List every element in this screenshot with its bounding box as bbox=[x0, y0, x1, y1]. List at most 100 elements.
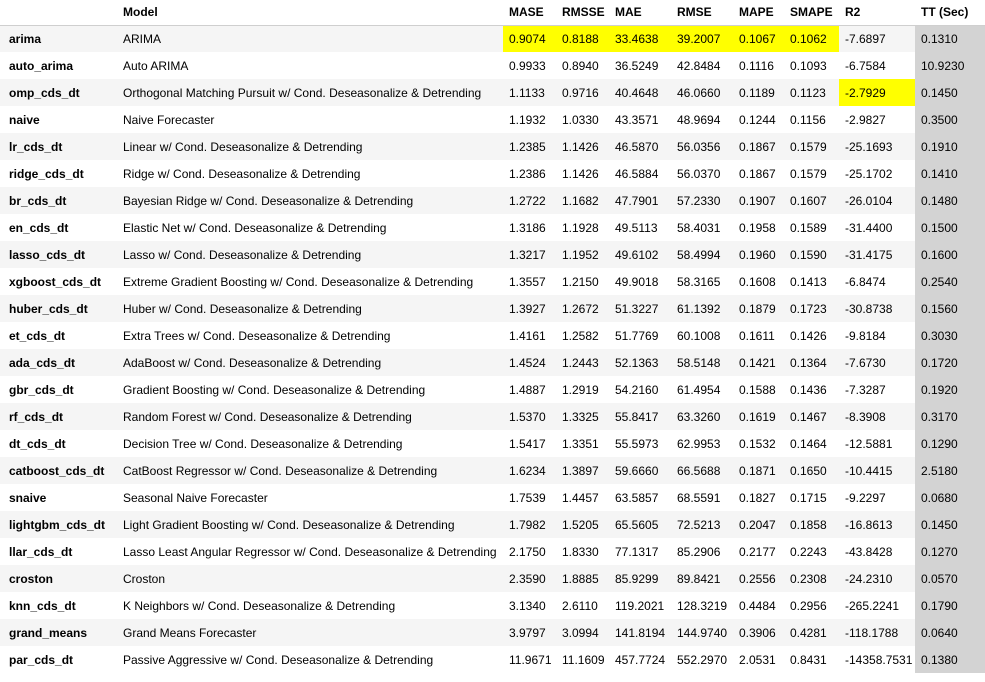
mape-cell: 0.1867 bbox=[733, 133, 784, 160]
mase-cell: 1.5417 bbox=[503, 430, 556, 457]
tt-cell: 0.1920 bbox=[915, 376, 985, 403]
mae-cell: 55.5973 bbox=[609, 430, 671, 457]
rmsse-cell: 0.8188 bbox=[556, 25, 609, 52]
rmsse-cell: 1.8885 bbox=[556, 565, 609, 592]
mae-cell: 54.2160 bbox=[609, 376, 671, 403]
smape-cell: 0.8431 bbox=[784, 646, 839, 673]
smape-cell: 0.2243 bbox=[784, 538, 839, 565]
rmsse-cell: 1.0330 bbox=[556, 106, 609, 133]
mase-cell: 1.4524 bbox=[503, 349, 556, 376]
tt-cell: 0.1450 bbox=[915, 511, 985, 538]
model-name-cell: Decision Tree w/ Cond. Deseasonalize & D… bbox=[117, 430, 503, 457]
table-row: en_cds_dt Elastic Net w/ Cond. Deseasonal… bbox=[0, 214, 985, 241]
r2-cell: -265.2241 bbox=[839, 592, 915, 619]
model-name-cell: Extreme Gradient Boosting w/ Cond. Desea… bbox=[117, 268, 503, 295]
rmse-cell: 58.5148 bbox=[671, 349, 733, 376]
rmsse-cell: 1.1682 bbox=[556, 187, 609, 214]
row-index-cell: ridge_cds_dt bbox=[0, 160, 117, 187]
smape-cell: 0.1650 bbox=[784, 457, 839, 484]
smape-cell: 0.1413 bbox=[784, 268, 839, 295]
mape-cell: 0.2556 bbox=[733, 565, 784, 592]
tt-cell: 0.1450 bbox=[915, 79, 985, 106]
tt-cell: 0.0570 bbox=[915, 565, 985, 592]
mape-cell: 0.1867 bbox=[733, 160, 784, 187]
r2-cell: -25.1702 bbox=[839, 160, 915, 187]
tt-cell: 0.1910 bbox=[915, 133, 985, 160]
rmsse-cell: 1.2582 bbox=[556, 322, 609, 349]
r2-cell: -12.5881 bbox=[839, 430, 915, 457]
mase-cell: 1.2722 bbox=[503, 187, 556, 214]
row-index-cell: snaive bbox=[0, 484, 117, 511]
row-index-cell: ada_cds_dt bbox=[0, 349, 117, 376]
mase-cell: 1.1133 bbox=[503, 79, 556, 106]
row-index-cell: et_cds_dt bbox=[0, 322, 117, 349]
mape-cell: 0.1879 bbox=[733, 295, 784, 322]
rmsse-cell: 1.4457 bbox=[556, 484, 609, 511]
column-header-r2: R2 bbox=[839, 0, 915, 26]
mae-cell: 59.6660 bbox=[609, 457, 671, 484]
row-index-cell: grand_means bbox=[0, 619, 117, 646]
column-header-rmsse: RMSSE bbox=[556, 0, 609, 26]
mape-cell: 0.1116 bbox=[733, 52, 784, 79]
mae-cell: 51.3227 bbox=[609, 295, 671, 322]
table-row: xgboost_cds_dt Extreme Gradient Boosting … bbox=[0, 268, 985, 295]
mape-cell: 0.1619 bbox=[733, 403, 784, 430]
smape-cell: 0.1589 bbox=[784, 214, 839, 241]
mae-cell: 51.7769 bbox=[609, 322, 671, 349]
row-index-cell: huber_cds_dt bbox=[0, 295, 117, 322]
mape-cell: 0.1189 bbox=[733, 79, 784, 106]
mase-cell: 1.3927 bbox=[503, 295, 556, 322]
mae-cell: 119.2021 bbox=[609, 592, 671, 619]
mape-cell: 0.1871 bbox=[733, 457, 784, 484]
mase-cell: 1.3557 bbox=[503, 268, 556, 295]
row-index-cell: lasso_cds_dt bbox=[0, 241, 117, 268]
table-row: naive Naive Forecaster 1.1932 1.0330 43.3571… bbox=[0, 106, 985, 133]
model-name-cell: Ridge w/ Cond. Deseasonalize & Detrendin… bbox=[117, 160, 503, 187]
row-index-cell: en_cds_dt bbox=[0, 214, 117, 241]
rmsse-cell: 1.1426 bbox=[556, 160, 609, 187]
mae-cell: 49.5113 bbox=[609, 214, 671, 241]
model-name-cell: Passive Aggressive w/ Cond. Deseasonaliz… bbox=[117, 646, 503, 673]
r2-cell: -7.3287 bbox=[839, 376, 915, 403]
rmse-cell: 39.2007 bbox=[671, 25, 733, 52]
smape-cell: 0.1156 bbox=[784, 106, 839, 133]
mae-cell: 63.5857 bbox=[609, 484, 671, 511]
column-header-mape: MAPE bbox=[733, 0, 784, 26]
r2-cell: -2.7929 bbox=[839, 79, 915, 106]
model-name-cell: Lasso Least Angular Regressor w/ Cond. D… bbox=[117, 538, 503, 565]
rmsse-cell: 1.2672 bbox=[556, 295, 609, 322]
row-index-cell: br_cds_dt bbox=[0, 187, 117, 214]
mase-cell: 3.1340 bbox=[503, 592, 556, 619]
mase-cell: 2.3590 bbox=[503, 565, 556, 592]
mae-cell: 85.9299 bbox=[609, 565, 671, 592]
smape-cell: 0.1579 bbox=[784, 160, 839, 187]
row-index-cell: arima bbox=[0, 25, 117, 52]
r2-cell: -9.2297 bbox=[839, 484, 915, 511]
tt-cell: 0.1380 bbox=[915, 646, 985, 673]
mae-cell: 47.7901 bbox=[609, 187, 671, 214]
rmse-cell: 61.4954 bbox=[671, 376, 733, 403]
model-name-cell: Bayesian Ridge w/ Cond. Deseasonalize & … bbox=[117, 187, 503, 214]
smape-cell: 0.1436 bbox=[784, 376, 839, 403]
mae-cell: 49.6102 bbox=[609, 241, 671, 268]
smape-cell: 0.1607 bbox=[784, 187, 839, 214]
model-name-cell: Auto ARIMA bbox=[117, 52, 503, 79]
table-row: rf_cds_dt Random Forest w/ Cond. Deseason… bbox=[0, 403, 985, 430]
table-row: et_cds_dt Extra Trees w/ Cond. Deseasonal… bbox=[0, 322, 985, 349]
mase-cell: 1.6234 bbox=[503, 457, 556, 484]
tt-cell: 0.1600 bbox=[915, 241, 985, 268]
r2-cell: -2.9827 bbox=[839, 106, 915, 133]
mase-cell: 1.2386 bbox=[503, 160, 556, 187]
model-name-cell: Linear w/ Cond. Deseasonalize & Detrendi… bbox=[117, 133, 503, 160]
r2-cell: -118.1788 bbox=[839, 619, 915, 646]
table-row: lightgbm_cds_dt Light Gradient Boosting w… bbox=[0, 511, 985, 538]
mape-cell: 0.3906 bbox=[733, 619, 784, 646]
smape-cell: 0.1426 bbox=[784, 322, 839, 349]
column-header-model: Model bbox=[117, 0, 503, 26]
row-index-cell: auto_arima bbox=[0, 52, 117, 79]
row-index-cell: xgboost_cds_dt bbox=[0, 268, 117, 295]
rmse-cell: 85.2906 bbox=[671, 538, 733, 565]
rmsse-cell: 2.6110 bbox=[556, 592, 609, 619]
mae-cell: 52.1363 bbox=[609, 349, 671, 376]
